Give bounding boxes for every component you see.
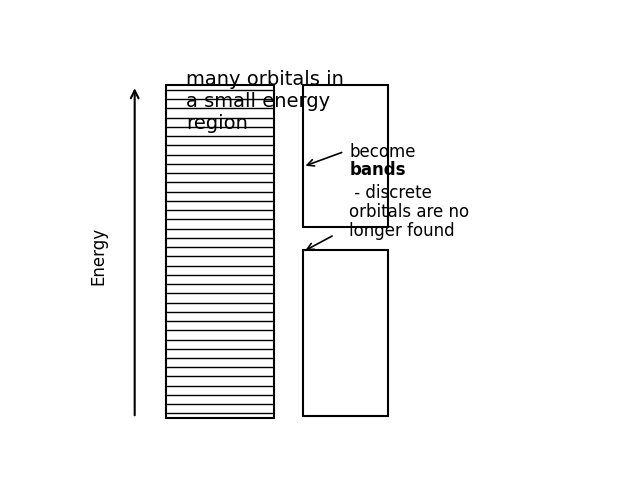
Bar [303,250,388,416]
Text: - discrete: - discrete [349,184,432,202]
Text: become: become [349,142,416,161]
Text: Energy: Energy [89,226,107,285]
Text: longer found: longer found [349,222,455,240]
Text: bands: bands [349,162,406,179]
Text: many orbitals in
a small energy
region: many orbitals in a small energy region [186,70,343,133]
Bar [303,85,388,227]
Bar [166,85,274,418]
Text: orbitals are no: orbitals are no [349,203,469,221]
